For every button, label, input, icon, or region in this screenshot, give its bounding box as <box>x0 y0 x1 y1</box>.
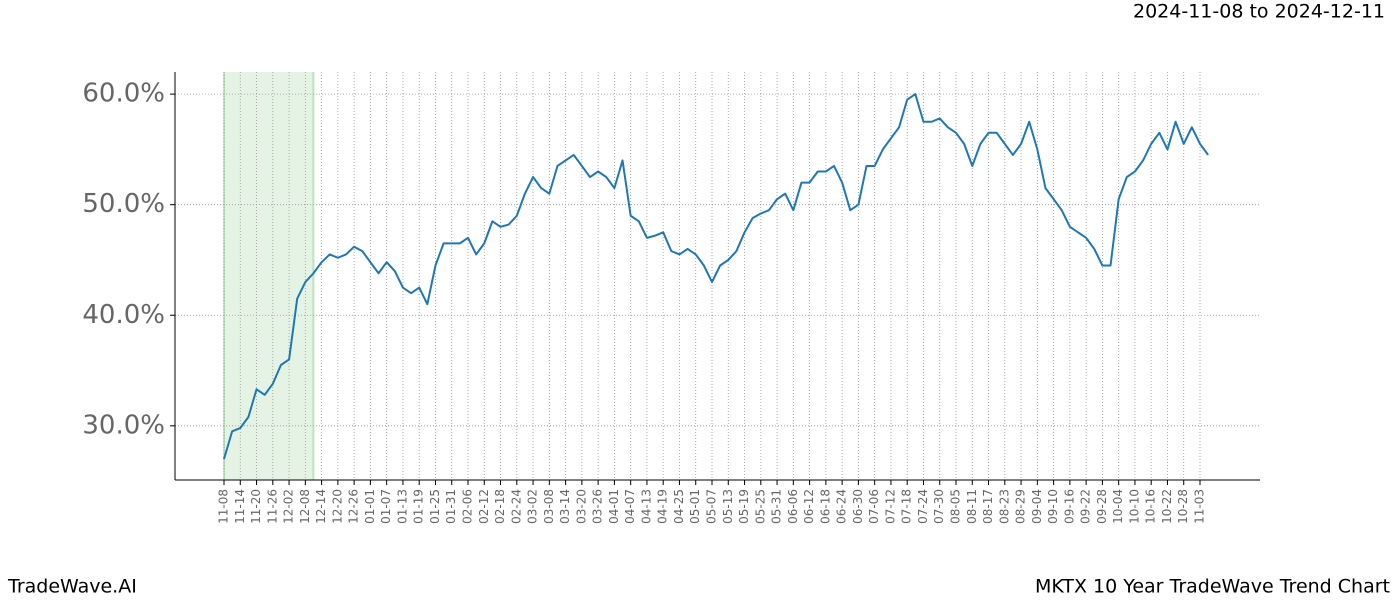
x-tick-label: 12-08 <box>298 489 312 524</box>
x-tick-label: 02-24 <box>509 489 523 524</box>
x-tick-label: 02-12 <box>477 489 491 524</box>
x-tick-label: 10-22 <box>1160 489 1174 524</box>
x-tick-label: 08-05 <box>949 489 963 524</box>
x-tick-label: 02-18 <box>493 489 507 524</box>
x-tick-label: 07-12 <box>883 489 897 524</box>
x-tick-label: 01-07 <box>379 489 393 524</box>
trend-line <box>223 93 1209 460</box>
x-tick-label: 11-26 <box>265 489 279 524</box>
x-tick-label: 09-28 <box>1095 489 1109 524</box>
x-tick-label: 03-08 <box>542 489 556 524</box>
y-tick-label: 50.0% <box>82 189 165 219</box>
chart-title: MKTX 10 Year TradeWave Trend Chart <box>1035 576 1390 598</box>
x-tick-label: 11-20 <box>249 489 263 524</box>
x-tick-label: 04-25 <box>672 489 686 524</box>
x-tick-label: 04-19 <box>656 489 670 524</box>
x-tick-label: 09-22 <box>1079 489 1093 524</box>
x-tick-label: 12-26 <box>347 489 361 524</box>
x-tick-label: 09-10 <box>1046 489 1060 524</box>
x-tick-label: 05-13 <box>721 489 735 524</box>
highlight-span <box>224 72 314 480</box>
x-tick-label: 06-12 <box>802 489 816 524</box>
x-tick-label: 03-02 <box>526 489 540 524</box>
x-tick-label: 01-31 <box>444 489 458 524</box>
y-tick-label: 60.0% <box>82 79 165 109</box>
x-tick-label: 02-06 <box>461 489 475 524</box>
x-tick-label: 06-18 <box>818 489 832 524</box>
x-tick-label: 08-17 <box>981 489 995 524</box>
x-tick-label: 06-24 <box>835 489 849 524</box>
x-tick-label: 07-30 <box>932 489 946 524</box>
x-tick-label: 08-11 <box>965 489 979 524</box>
x-tick-label: 10-04 <box>1111 489 1125 524</box>
x-tick-label: 07-24 <box>916 489 930 524</box>
x-tick-label: 01-13 <box>395 489 409 524</box>
x-tick-label: 05-31 <box>770 489 784 524</box>
x-tick-label: 07-18 <box>900 489 914 524</box>
x-tick-label: 08-23 <box>997 489 1011 524</box>
x-tick-label: 06-06 <box>786 489 800 524</box>
x-tick-label: 01-25 <box>428 489 442 524</box>
x-tick-label: 05-25 <box>753 489 767 524</box>
x-tick-label: 03-14 <box>558 489 572 524</box>
x-tick-label: 12-20 <box>330 489 344 524</box>
x-tick-label: 07-06 <box>867 489 881 524</box>
x-tick-label: 12-02 <box>282 489 296 524</box>
x-tick-label: 01-01 <box>363 489 377 524</box>
x-tick-label: 09-04 <box>1030 489 1044 524</box>
x-tick-label: 10-16 <box>1144 489 1158 524</box>
x-tick-label: 08-29 <box>1014 489 1028 524</box>
x-tick-label: 03-20 <box>574 489 588 524</box>
x-tick-label: 12-14 <box>314 489 328 524</box>
x-tick-label: 11-03 <box>1193 489 1207 524</box>
x-tick-label: 10-10 <box>1127 489 1141 524</box>
date-range: 2024-11-08 to 2024-12-11 <box>1133 1 1385 23</box>
x-tick-label: 09-16 <box>1062 489 1076 524</box>
x-tick-label: 04-01 <box>607 489 621 524</box>
x-tick-label: 05-01 <box>688 489 702 524</box>
y-tick-label: 30.0% <box>82 410 165 440</box>
x-tick-label: 05-19 <box>737 489 751 524</box>
x-tick-label: 01-19 <box>412 489 426 524</box>
watermark: TradeWave.AI <box>7 576 137 598</box>
x-tick-label: 04-07 <box>623 489 637 524</box>
x-tick-label: 04-13 <box>639 489 653 524</box>
x-tick-label: 10-28 <box>1176 489 1190 524</box>
x-tick-label: 06-30 <box>851 489 865 524</box>
x-tick-label: 03-26 <box>591 489 605 524</box>
x-tick-label: 05-07 <box>705 489 719 524</box>
y-tick-label: 40.0% <box>82 300 165 330</box>
x-tick-label: 11-14 <box>233 489 247 524</box>
x-tick-label: 11-08 <box>217 489 231 524</box>
